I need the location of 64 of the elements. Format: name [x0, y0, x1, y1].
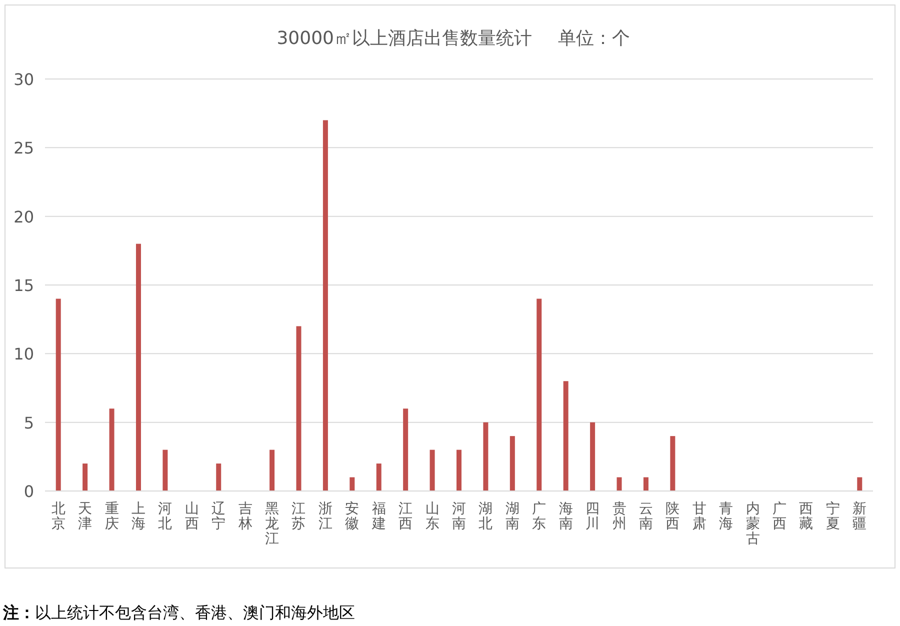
- bar: [536, 298, 542, 491]
- bar: [456, 450, 462, 491]
- bar: [136, 244, 141, 491]
- bar: [483, 422, 488, 491]
- x-tick-label: 内蒙古: [746, 501, 760, 547]
- chart-title: 30000㎡以上酒店出售数量统计: [276, 28, 532, 49]
- bar: [56, 298, 61, 491]
- x-tick-label: 宁夏: [826, 501, 840, 532]
- x-tick-label: 西藏: [799, 501, 814, 532]
- x-tick-label: 山西: [184, 501, 199, 532]
- x-tick-label: 辽宁: [212, 501, 226, 532]
- bar: [270, 450, 275, 491]
- text: 注：以上统计不包含台湾、香港、澳门和海外地区: [2, 603, 355, 622]
- chart-subtitle: 单位：个: [558, 28, 630, 49]
- bar: [109, 408, 114, 491]
- x-tick-label: 四川: [586, 501, 600, 532]
- y-tick-label: 25: [14, 138, 34, 158]
- bar: [376, 464, 382, 491]
- x-tick-label: 吉林: [237, 501, 252, 532]
- y-tick-label: 15: [14, 276, 34, 295]
- bar: [82, 464, 88, 491]
- y-tick-label: 20: [14, 207, 34, 226]
- x-tick-label: 上海: [131, 501, 146, 532]
- x-tick-label: 河北: [158, 501, 172, 532]
- x-tick-label: 福建: [370, 501, 386, 532]
- x-tick-label: 贵州: [612, 501, 626, 532]
- x-tick-label: 甘肃: [692, 501, 706, 532]
- bar: [430, 450, 435, 491]
- x-tick-label: 广西: [772, 501, 787, 532]
- bar: [616, 477, 622, 491]
- bar: [350, 477, 355, 491]
- bar: [322, 120, 328, 491]
- x-tick-label: 新疆: [852, 501, 867, 532]
- x-tick-label: 山东: [425, 501, 440, 532]
- bar: [857, 477, 862, 491]
- x-tick-label: 广东: [532, 501, 546, 532]
- x-tick-label: 青海: [719, 501, 734, 532]
- y-tick-label: 10: [14, 344, 34, 364]
- bar: [670, 436, 676, 491]
- x-tick-label: 北京: [51, 501, 66, 532]
- bar: [296, 326, 302, 491]
- x-tick-label: 浙江: [318, 501, 332, 532]
- bar: [590, 422, 596, 491]
- bar: [563, 381, 568, 491]
- y-tick-label: 5: [24, 413, 34, 432]
- bar: [643, 477, 648, 491]
- x-tick-label: 天津: [78, 501, 92, 532]
- y-tick-label: 30: [14, 70, 34, 89]
- bar: [216, 464, 222, 491]
- x-tick-label: 安徽: [345, 501, 360, 532]
- x-tick-label: 河南: [452, 501, 466, 532]
- bar: [162, 450, 168, 491]
- x-tick-label: 黑龙江: [265, 501, 280, 547]
- x-tick-label: 湖南: [505, 501, 520, 532]
- bar: [403, 408, 408, 491]
- x-tick-label: 江西: [398, 501, 413, 532]
- x-tick-label: 陕西: [666, 501, 680, 532]
- y-tick-label: 0: [24, 482, 34, 501]
- x-tick-label: 海南: [558, 501, 573, 532]
- x-tick-label: 云南: [638, 501, 653, 532]
- x-tick-label: 重庆: [104, 501, 119, 532]
- x-tick-label: 江苏: [292, 501, 306, 532]
- bar: [510, 436, 515, 491]
- x-tick-label: 湖北: [478, 501, 493, 532]
